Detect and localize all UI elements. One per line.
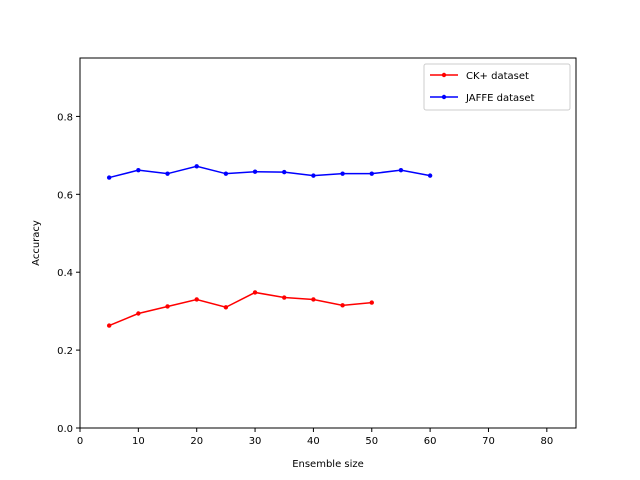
x-tick-label: 50 — [365, 436, 378, 447]
series-0-point — [311, 297, 316, 302]
series-1-point — [427, 173, 433, 178]
y-axis-ticks: 0.0 0.2 0.4 0.6 0.8 — [57, 112, 80, 435]
series-1-point — [165, 171, 170, 176]
x-tick-label: 30 — [249, 436, 262, 447]
series-0-point — [223, 305, 229, 310]
y-tick-label: 0.8 — [57, 112, 73, 123]
series-0-point — [165, 304, 170, 309]
x-tick-label: 0 — [77, 436, 83, 447]
legend-label: JAFFE dataset — [465, 93, 535, 104]
x-tick-label: 20 — [190, 436, 203, 447]
x-tick-label: 10 — [132, 436, 145, 447]
series-1-point — [398, 167, 404, 173]
y-tick-label: 0.6 — [57, 190, 73, 201]
series-1-point — [136, 167, 141, 173]
legend-label: CK+ dataset — [466, 71, 529, 82]
x-tick-label: 60 — [424, 436, 437, 447]
series-0-point — [252, 290, 258, 295]
x-tick-label: 80 — [540, 436, 553, 447]
y-tick-label: 0.0 — [57, 424, 73, 435]
series-0-point — [340, 303, 345, 308]
series-line-0 — [108, 291, 372, 327]
series-1-point — [282, 169, 287, 175]
y-axis-title: Accuracy — [31, 220, 42, 266]
x-tick-label: 40 — [307, 436, 320, 447]
series-line-1 — [108, 165, 431, 179]
legend-swatch-marker — [441, 72, 447, 78]
series-1-point — [106, 175, 112, 180]
series-layer — [106, 164, 433, 328]
plot-frame — [79, 57, 577, 429]
x-axis-title: Ensemble size — [292, 459, 364, 470]
series-1-point — [194, 164, 199, 169]
legend: CK+ dataset JAFFE dataset — [423, 63, 571, 111]
series-1-point — [311, 173, 316, 178]
x-tick-label: 70 — [482, 436, 495, 447]
series-0-point — [369, 300, 374, 305]
series-1-point — [252, 169, 258, 174]
series-0-point — [194, 297, 199, 302]
series-1-point — [340, 171, 345, 176]
y-tick-label: 0.2 — [57, 346, 73, 357]
legend-box — [423, 63, 571, 111]
series-0-point — [282, 295, 287, 300]
series-0-point — [106, 323, 112, 328]
series-1-point — [223, 171, 229, 176]
y-tick-label: 0.4 — [57, 268, 73, 279]
series-0-point — [136, 311, 141, 316]
series-1-point — [369, 171, 374, 176]
x-axis-ticks: 0 10 20 30 40 50 60 70 80 — [77, 428, 553, 447]
legend-swatch-marker — [441, 94, 447, 100]
